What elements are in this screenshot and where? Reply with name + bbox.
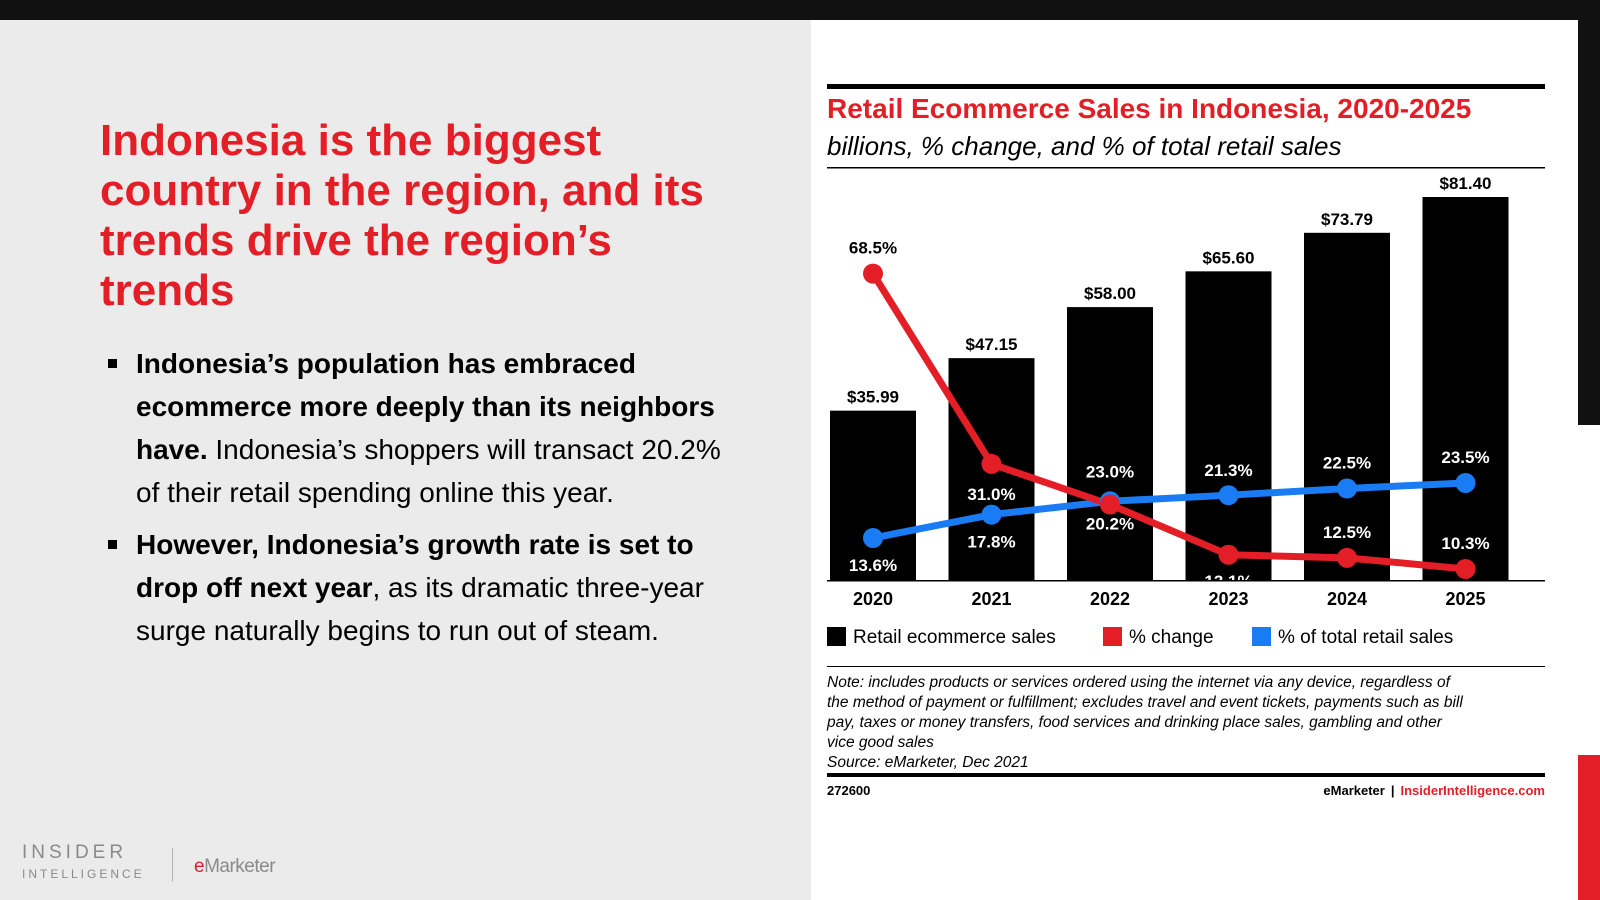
left-panel: Indonesia is the biggest country in the … bbox=[0, 20, 811, 900]
chart-legend: Retail ecommerce sales % change % of total… bbox=[827, 627, 1453, 648]
point-share-of-retail bbox=[863, 528, 883, 548]
footer-separator: | bbox=[1391, 783, 1395, 798]
note-top-rule bbox=[827, 666, 1545, 667]
emarketer-logo-e: e bbox=[194, 856, 205, 877]
point-percent-change bbox=[1455, 559, 1476, 579]
percent-change-label: 68.5% bbox=[849, 239, 897, 258]
chart-subtitle: billions, % change, and % of total retai… bbox=[827, 131, 1342, 161]
chart-svg: Retail Ecommerce Sales in Indonesia, 202… bbox=[826, 84, 1545, 798]
edge-bar-red bbox=[1578, 755, 1600, 900]
x-tick-label: 2020 bbox=[853, 589, 893, 609]
chart-subtitle-rule bbox=[827, 167, 1545, 169]
point-share-of-retail bbox=[1218, 485, 1239, 506]
point-share-of-retail bbox=[981, 504, 1002, 525]
x-tick-label: 2021 bbox=[971, 589, 1011, 609]
line-share-of-retail bbox=[869, 479, 1469, 542]
chart-id: 272600 bbox=[827, 783, 870, 798]
x-tick-label: 2025 bbox=[1445, 589, 1485, 609]
percent-change-label: 31.0% bbox=[967, 485, 1015, 504]
chart-bottom-rule bbox=[827, 773, 1545, 777]
x-tick-label: 2023 bbox=[1208, 589, 1248, 609]
percent-change-label: 12.5% bbox=[1323, 523, 1371, 542]
point-percent-change bbox=[863, 263, 883, 284]
chart-title: Retail Ecommerce Sales in Indonesia, 202… bbox=[827, 93, 1471, 124]
x-tick-label: 2022 bbox=[1090, 589, 1130, 609]
bar-value-label: $73.79 bbox=[1321, 210, 1373, 229]
bullet-item: Indonesia’s population has embraced ecom… bbox=[108, 342, 748, 514]
bullet-item: However, Indonesia’s growth rate is set … bbox=[108, 523, 748, 652]
legend-label: % change bbox=[1129, 627, 1214, 648]
bar-value-label: $65.60 bbox=[1203, 248, 1255, 267]
share-of-retail-label: 23.5% bbox=[1441, 448, 1489, 467]
line-percent-change bbox=[869, 270, 1469, 573]
point-percent-change bbox=[1337, 547, 1357, 568]
logo-divider bbox=[172, 848, 173, 882]
bar-ecommerce-sales bbox=[1185, 271, 1272, 580]
chart-panel: Retail Ecommerce Sales in Indonesia, 202… bbox=[811, 20, 1578, 900]
point-percent-change bbox=[1100, 494, 1120, 515]
chart-note-line: Note: includes products or services orde… bbox=[827, 674, 1452, 691]
share-of-retail-label: 20.2% bbox=[1086, 514, 1134, 533]
share-of-retail-label: 22.5% bbox=[1323, 454, 1371, 473]
bar-ecommerce-sales bbox=[1067, 307, 1153, 580]
edge-bar-white bbox=[1578, 425, 1600, 755]
bar-ecommerce-sales bbox=[1422, 197, 1509, 580]
share-of-retail-label: 17.8% bbox=[967, 533, 1015, 552]
bar-value-label: $58.00 bbox=[1084, 284, 1136, 303]
point-percent-change bbox=[1218, 544, 1239, 565]
slide-headline: Indonesia is the biggest country in the … bbox=[100, 116, 704, 315]
chart-note-line: pay, taxes or money transfers, food serv… bbox=[826, 714, 1443, 731]
bullet-bold-text: Indonesia’s population has embraced ecom… bbox=[136, 348, 715, 465]
footer-site: InsiderIntelligence.com bbox=[1401, 783, 1546, 798]
bar-value-label: $47.15 bbox=[966, 335, 1018, 354]
bar-value-label: $35.99 bbox=[847, 388, 899, 407]
edge-bar-dark bbox=[1578, 20, 1600, 425]
x-axis-line bbox=[827, 580, 1545, 582]
x-tick-label: 2024 bbox=[1327, 589, 1367, 609]
logo-intelligence-text: INTELLIGENCE bbox=[22, 867, 145, 881]
bullet-text: Indonesia’s shoppers will transact 20.2%… bbox=[136, 434, 721, 508]
footer-brand: eMarketer bbox=[1323, 783, 1384, 798]
emarketer-logo-text: Marketer bbox=[204, 856, 276, 877]
share-of-retail-label: 13.6% bbox=[849, 556, 897, 575]
chart-note-line: vice good sales bbox=[827, 734, 934, 751]
point-percent-change bbox=[981, 453, 1002, 474]
bar-value-label: $81.40 bbox=[1440, 174, 1492, 193]
percent-change-label: 10.3% bbox=[1441, 534, 1489, 553]
bullet-list: Indonesia’s population has embraced ecom… bbox=[108, 342, 748, 661]
legend-label: % of total retail sales bbox=[1278, 627, 1453, 648]
legend-swatch bbox=[1252, 627, 1271, 646]
chart-footer-source: eMarketer | InsiderIntelligence.com bbox=[1323, 783, 1545, 798]
plot-area: $35.99 $47.15 $58.00 $65.60 $73.79 $81.40 2020… bbox=[830, 174, 1509, 609]
point-share-of-retail bbox=[1455, 472, 1476, 493]
share-of-retail-label: 21.3% bbox=[1204, 461, 1252, 480]
legend-label: Retail ecommerce sales bbox=[853, 627, 1056, 648]
emarketer-logo: eMarketer bbox=[194, 856, 276, 878]
bullet-bold-text: However, Indonesia’s growth rate is set … bbox=[136, 529, 694, 603]
chart-note-line: Source: eMarketer, Dec 2021 bbox=[827, 754, 1029, 771]
chart-note-line: the method of payment or fulfillment; ex… bbox=[827, 694, 1463, 711]
chart-notes: Note: includes products or services orde… bbox=[826, 674, 1463, 771]
legend-swatch bbox=[827, 627, 846, 646]
bar-ecommerce-sales bbox=[830, 410, 916, 580]
logo-insider-text: INSIDER bbox=[22, 842, 128, 863]
slide: Indonesia is the biggest country in the … bbox=[0, 20, 1600, 900]
bullet-square-icon bbox=[108, 359, 117, 368]
percent-change-label: 23.0% bbox=[1086, 463, 1134, 482]
chart-top-rule bbox=[827, 84, 1545, 89]
bullet-text: , as its dramatic three-year surge natur… bbox=[136, 572, 704, 646]
point-share-of-retail bbox=[1337, 478, 1357, 499]
bar-ecommerce-sales bbox=[1304, 232, 1390, 580]
legend-swatch bbox=[1103, 627, 1122, 646]
bullet-square-icon bbox=[108, 540, 117, 549]
